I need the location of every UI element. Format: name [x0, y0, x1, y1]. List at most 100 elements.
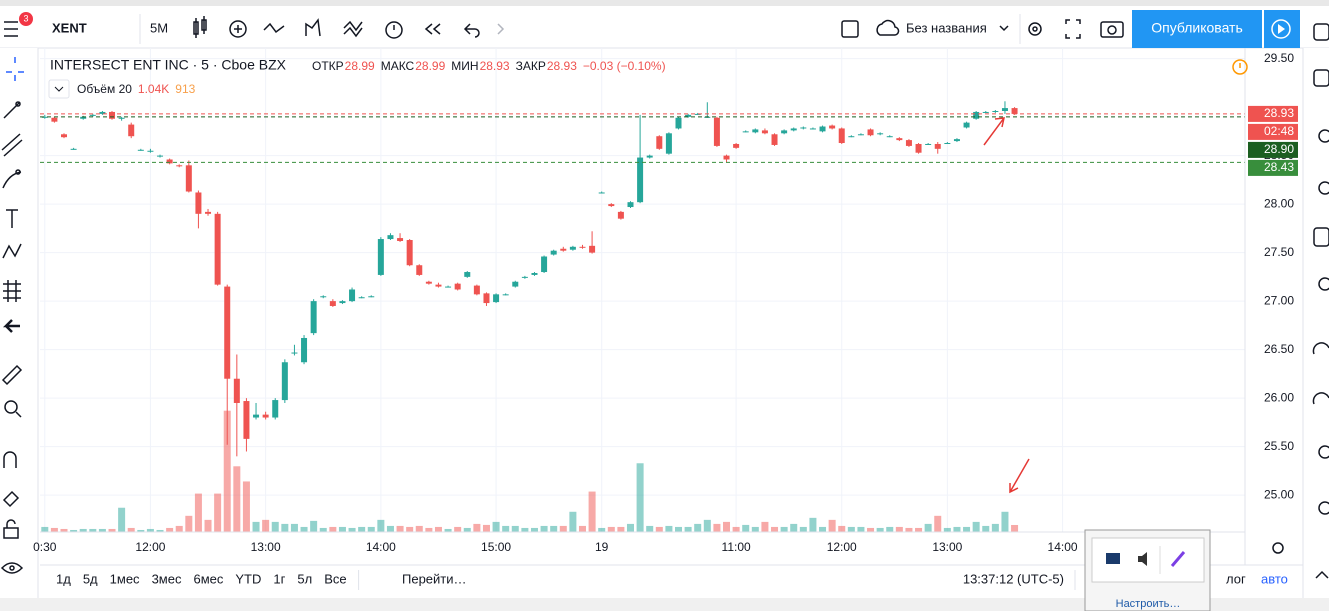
candle-body — [665, 133, 672, 154]
candle-body — [243, 401, 250, 439]
volume-bar — [214, 493, 222, 532]
ohlc-value: 28.93 — [480, 59, 510, 73]
ohlc-label: ОТКР — [312, 59, 344, 73]
candle-body — [118, 117, 125, 119]
candle-body — [790, 128, 797, 131]
tray-action[interactable]: Настроить… — [1116, 598, 1181, 610]
volume-bar — [982, 525, 990, 532]
price-label-box — [1248, 159, 1298, 176]
goto-button[interactable]: Перейти… — [402, 571, 467, 586]
volume-bar — [703, 519, 711, 532]
volume-bar — [569, 511, 577, 532]
candle-body — [445, 286, 452, 288]
range-button[interactable]: 5д — [83, 571, 98, 586]
tray-icon[interactable] — [1106, 553, 1120, 564]
sidebar-icons[interactable] — [1312, 23, 1329, 579]
range-button[interactable]: 1мес — [110, 571, 140, 586]
candle-body — [733, 143, 740, 148]
volume-bar — [300, 526, 308, 532]
volume-bar — [79, 528, 87, 532]
candle-body — [185, 165, 192, 192]
collapse-button[interactable] — [48, 79, 70, 99]
candle-body — [493, 294, 500, 303]
candle-body — [761, 130, 768, 134]
volume-bar — [319, 527, 327, 532]
candle-body — [953, 139, 960, 142]
bottom-bar: 1д 5д 1мес 3мес 6мес YTD 1г 5л Все Перейти… 13:37:… — [56, 570, 1288, 590]
candle-body — [925, 143, 932, 145]
tray-icon[interactable] — [1170, 551, 1186, 567]
layout-name[interactable]: Без названия — [906, 20, 987, 35]
volume-bar — [70, 529, 78, 532]
volume-bar — [377, 519, 385, 532]
settings-icon[interactable] — [1272, 542, 1284, 554]
volume-bar — [137, 529, 145, 532]
candle-body — [502, 294, 509, 296]
range-button[interactable]: YTD — [235, 571, 261, 586]
candle-body — [291, 352, 298, 354]
volume-bar — [473, 523, 481, 532]
candle-body — [233, 378, 240, 403]
range-button[interactable]: Все — [324, 571, 346, 586]
volume-bar — [723, 521, 731, 532]
toolbar-icons[interactable] — [193, 16, 1124, 39]
candle-body — [742, 131, 749, 133]
candle-body — [819, 126, 826, 132]
price-label-box — [1248, 105, 1298, 122]
publish-button[interactable] — [1132, 10, 1262, 48]
play-icon — [1271, 19, 1291, 39]
badge — [19, 12, 33, 26]
range-button[interactable]: 6мес — [193, 571, 223, 586]
candle-body — [425, 281, 432, 284]
ohlc-value: 28.99 — [345, 59, 375, 73]
volume-bar — [367, 526, 375, 532]
candle-body — [214, 213, 221, 285]
range-button[interactable]: 1г — [273, 571, 285, 586]
candle-body — [128, 124, 135, 137]
candle-body — [617, 211, 624, 219]
y-tick-label: 26.50 — [1264, 342, 1294, 356]
candle-body — [454, 283, 461, 290]
candle-body — [435, 284, 442, 287]
warning-icon[interactable] — [1232, 59, 1248, 75]
range-button[interactable]: 3мес — [152, 571, 182, 586]
x-tick-label: 13:00 — [932, 540, 962, 554]
x-tick-label: 12:00 — [827, 540, 857, 554]
candle-body — [963, 122, 970, 128]
auto-toggle[interactable]: авто — [1261, 571, 1288, 586]
drawing-tools[interactable] — [0, 57, 24, 574]
volume-bar — [406, 526, 414, 532]
range-button[interactable]: 5л — [297, 571, 312, 586]
interval[interactable]: 5M — [150, 20, 168, 35]
volume-bar — [50, 527, 58, 532]
volume-bar — [530, 527, 538, 532]
ohlc-value: 28.93 — [547, 59, 577, 73]
candle-body — [195, 192, 202, 214]
candle-body — [694, 113, 701, 115]
volume-bar — [454, 526, 462, 532]
log-toggle[interactable]: лог — [1226, 571, 1246, 586]
range-button[interactable]: 1д — [56, 571, 71, 586]
volume-bar — [358, 526, 366, 532]
volume-bar — [876, 527, 884, 532]
y-tick-label: 25.50 — [1264, 439, 1294, 453]
volume-bar — [847, 526, 855, 532]
menu-icon[interactable] — [4, 21, 18, 37]
volume-bar — [482, 524, 490, 532]
candle-body — [675, 117, 682, 129]
candle-body — [224, 286, 231, 379]
candle-body — [157, 155, 164, 157]
x-tick-label: 13:00 — [251, 540, 281, 554]
volume-bar — [972, 521, 980, 532]
volume-bar — [790, 523, 798, 532]
tray-icon[interactable] — [1138, 552, 1147, 566]
volume-bar — [732, 526, 740, 532]
candle-body — [483, 293, 490, 304]
candle-body — [521, 276, 528, 278]
candle-body — [416, 265, 423, 275]
volume-bar — [396, 525, 404, 532]
volume-bar — [60, 528, 68, 532]
candle-body — [99, 111, 106, 114]
volume-bar — [607, 526, 615, 532]
symbol[interactable]: XENT — [52, 20, 87, 35]
